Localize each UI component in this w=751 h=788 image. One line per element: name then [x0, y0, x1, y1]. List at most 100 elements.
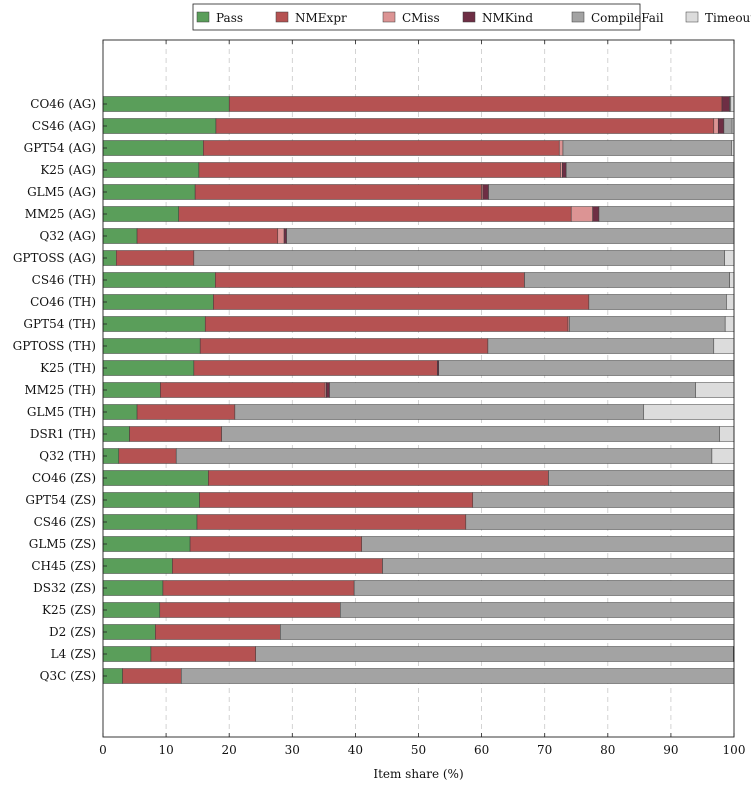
y-tick-label: GPTOSS (TH)	[13, 339, 96, 353]
bar-segment	[102, 492, 200, 508]
bar-segment	[102, 514, 198, 530]
legend-label: Timeout	[705, 11, 751, 25]
legend-label: CompileFail	[591, 11, 664, 25]
bar-segment	[524, 272, 730, 288]
y-tick-label: GPT54 (AG)	[24, 141, 96, 155]
bar-segment	[487, 338, 715, 354]
legend-swatch	[571, 11, 585, 23]
bar-segment	[122, 668, 182, 684]
bar-segment	[221, 426, 720, 442]
y-tick-label: MM25 (AG)	[25, 207, 96, 221]
bar-segment	[643, 404, 735, 420]
legend-label: NMKind	[482, 11, 533, 25]
bar-segment	[102, 184, 196, 200]
y-tick-label: Q32 (AG)	[39, 229, 96, 243]
bar-segment	[193, 250, 725, 266]
bar-segment	[102, 404, 138, 420]
y-tick-label: CS46 (TH)	[32, 273, 96, 287]
bar-segment	[472, 492, 735, 508]
bar-segment	[136, 404, 236, 420]
x-axis: 0 10 20 30 40 50 60 70 80 90 100	[99, 40, 745, 757]
bar-segment	[592, 206, 600, 222]
bars	[102, 96, 735, 684]
bar-segment	[286, 228, 735, 244]
bar-segment	[129, 426, 222, 442]
bar-segment	[102, 294, 214, 310]
bar-segment	[598, 206, 735, 222]
bar-segment	[116, 250, 195, 266]
bar-segment	[102, 558, 173, 574]
y-tick-label: Q32 (TH)	[39, 449, 96, 463]
bar-segment	[329, 382, 696, 398]
grid-lines	[165, 40, 672, 737]
bar-segment	[283, 228, 287, 244]
y-tick-label: GLM5 (AG)	[27, 185, 96, 199]
bar-segment	[713, 338, 735, 354]
bar-segment	[382, 558, 735, 574]
bar-segment	[724, 250, 735, 266]
bar-segment	[726, 294, 735, 310]
y-tick-label: K25 (AG)	[40, 163, 96, 177]
bar-segment	[548, 470, 735, 486]
bar-segment	[326, 382, 330, 398]
bar-segment	[102, 624, 156, 640]
bar-segment	[150, 646, 256, 662]
legend-swatch	[462, 11, 476, 23]
bar-segment	[213, 294, 590, 310]
y-tick-label: GPTOSS (AG)	[13, 251, 96, 265]
bar-segment	[175, 448, 713, 464]
bar-segment	[102, 162, 200, 178]
x-tick-label: 50	[411, 743, 426, 757]
bar-segment	[203, 140, 560, 156]
bar-segment	[159, 602, 341, 618]
legend: Pass NMExpr CMiss NMKind CompileFail Timeout	[192, 3, 751, 31]
y-tick-label: L4 (ZS)	[51, 647, 96, 661]
y-tick-label: Q3C (ZS)	[40, 669, 96, 683]
x-tick-label: 30	[285, 743, 300, 757]
bar-segment	[178, 206, 572, 222]
bar-segment	[102, 360, 195, 376]
legend-box	[192, 3, 641, 31]
bar-segment	[102, 338, 201, 354]
y-tick-label: GPT54 (ZS)	[25, 493, 96, 507]
y-tick-label: GLM5 (ZS)	[29, 537, 96, 551]
bar-segment	[172, 558, 383, 574]
bar-segment	[155, 624, 281, 640]
bar-segment	[102, 470, 209, 486]
x-tick-label: 0	[99, 743, 107, 757]
bar-segment	[118, 448, 177, 464]
y-tick-label: CS46 (ZS)	[34, 515, 96, 529]
bar-segment	[717, 118, 725, 134]
bar-segment	[102, 580, 164, 596]
y-tick-label: DS32 (ZS)	[33, 581, 96, 595]
y-axis: CO46 (AG) CS46 (AG) GPT54 (AG) K25 (AG) GLM5…	[13, 97, 107, 683]
legend-label: Pass	[216, 11, 243, 25]
x-axis-label: Item share (%)	[373, 767, 463, 781]
x-tick-label: 20	[222, 743, 237, 757]
bar-segment	[234, 404, 645, 420]
x-tick-label: 40	[348, 743, 363, 757]
bar-segment	[199, 492, 474, 508]
bar-segment	[719, 426, 735, 442]
bar-segment	[482, 184, 489, 200]
bar-segment	[102, 272, 216, 288]
bar-segment	[162, 580, 355, 596]
bar-segment	[723, 118, 733, 134]
bar-segment	[102, 316, 206, 332]
bar-segment	[340, 602, 735, 618]
bar-segment	[180, 668, 735, 684]
y-tick-label: K25 (TH)	[40, 361, 96, 375]
bar-segment	[570, 206, 593, 222]
bar-segment	[560, 162, 563, 178]
legend-swatch	[685, 11, 699, 23]
y-tick-label: CS46 (AG)	[32, 119, 96, 133]
bar-segment	[695, 382, 735, 398]
bar-segment	[102, 536, 191, 552]
bar-segment	[160, 382, 326, 398]
bar-segment	[711, 448, 735, 464]
bar-segment	[730, 96, 735, 112]
legend-label: CMiss	[402, 11, 440, 25]
bar-segment	[102, 118, 217, 134]
y-tick-label: GLM5 (TH)	[27, 405, 96, 419]
